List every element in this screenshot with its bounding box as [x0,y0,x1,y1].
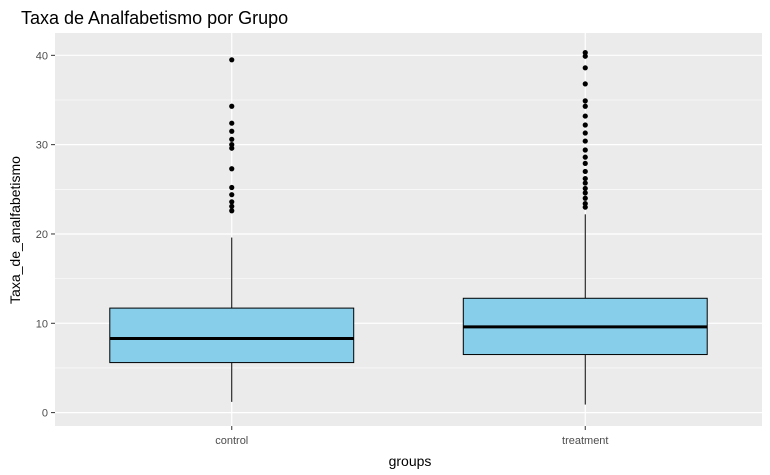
outlier-point [582,160,588,167]
outlier-point [582,175,588,182]
chart-title: Taxa de Analfabetismo por Grupo [21,8,288,28]
x-tick-label-treatment: treatment [562,435,608,447]
x-axis-title: groups [389,453,432,469]
outlier-point [582,180,588,186]
outlier-point [229,128,235,134]
outlier-point [229,192,235,198]
outlier-point [582,113,588,119]
outlier-point [582,190,588,196]
outlier-point [229,184,235,191]
y-tick-label: 40 [36,50,48,62]
box-marks [109,50,708,405]
y-tick-label: 20 [36,229,48,241]
outlier-point [582,50,588,56]
outlier-point [582,200,588,207]
outlier-point [582,147,588,153]
outlier-point [582,138,588,144]
outlier-point [582,195,588,201]
outlier-point [582,65,588,71]
outlier-point [229,145,235,151]
x-tick-label-control: control [215,435,248,447]
x-axis: control treatment [215,426,608,447]
outlier-point [229,203,235,209]
y-axis: 0 10 20 30 40 [36,50,55,420]
y-axis-title: Taxa_de_analfabetismo [7,156,23,304]
box-iqr [109,307,355,364]
box-treatment [462,50,708,405]
plot-panel [55,33,762,426]
outlier-point [582,168,588,175]
outlier-point [229,120,235,126]
outlier-point [582,204,588,210]
outlier-point [229,103,235,109]
outlier-point [229,136,235,142]
outlier-point [582,98,588,104]
outlier-point [582,185,588,192]
outlier-point [582,103,588,109]
outlier-point [229,57,235,63]
outlier-point [229,208,235,214]
box-control [109,57,355,402]
outlier-point [582,122,588,128]
outlier-point [582,53,588,59]
outlier-point [582,81,588,87]
y-tick-label: 10 [36,318,48,330]
outlier-point [582,130,588,136]
outlier-point [229,166,235,172]
outlier-point [229,199,235,205]
outlier-point [229,142,235,148]
y-tick-label: 30 [36,140,48,152]
outlier-point [582,154,588,160]
y-tick-label: 0 [42,408,48,420]
